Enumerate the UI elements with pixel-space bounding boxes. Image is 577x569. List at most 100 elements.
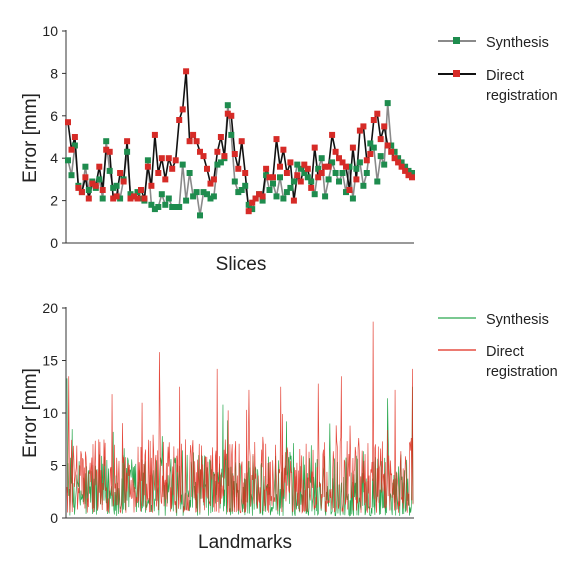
point-direct [179, 106, 186, 113]
top-x-axis-label: Slices [216, 254, 267, 275]
point-synthesis [179, 161, 186, 168]
point-synthesis [193, 189, 200, 196]
point-direct [336, 155, 342, 162]
point-synthesis [336, 178, 342, 185]
point-synthesis [273, 193, 280, 200]
point-direct [131, 193, 137, 200]
point-direct [124, 138, 131, 145]
legend-bottom-direct-label-line1: Direct [486, 344, 524, 360]
point-synthesis [343, 189, 349, 196]
bottom-legend: Synthesis Direct registration [438, 312, 558, 380]
legend-bottom-synthesis-label: Synthesis [486, 312, 549, 328]
point-direct [325, 163, 332, 170]
point-synthesis [204, 191, 210, 198]
point-direct [193, 138, 200, 145]
point-synthesis [165, 195, 172, 202]
point-synthesis [308, 178, 315, 185]
point-synthesis [377, 153, 384, 160]
point-synthesis [370, 144, 377, 151]
top-y-tick-label: 4 [50, 150, 58, 166]
point-synthesis [332, 170, 339, 176]
point-direct [297, 178, 304, 185]
landmarks-chart: Error [mm] Landmarks 0 5 10 15 20 Synthesis … [20, 300, 558, 553]
point-direct [197, 148, 203, 155]
point-synthesis [374, 178, 381, 185]
legend-bottom-direct: Direct registration [438, 344, 558, 380]
point-direct [238, 138, 245, 145]
point-synthesis [158, 191, 165, 198]
point-synthesis [172, 204, 179, 210]
point-direct [395, 159, 402, 166]
point-direct [155, 170, 162, 176]
point-synthesis [224, 102, 231, 109]
point-direct [134, 195, 141, 202]
bottom-series [66, 321, 414, 517]
top-y-tick-label: 0 [50, 235, 58, 251]
point-synthesis [231, 178, 238, 185]
point-synthesis [329, 159, 336, 166]
point-direct [370, 117, 377, 123]
point-synthesis [398, 159, 405, 166]
point-direct [78, 189, 85, 196]
point-direct [360, 123, 367, 130]
point-synthesis [117, 195, 124, 202]
top-y-axis-label: Error [mm] [20, 93, 41, 183]
point-synthesis [280, 195, 287, 202]
point-direct [339, 159, 346, 166]
point-synthesis [144, 157, 151, 164]
point-direct [214, 148, 221, 155]
point-direct [224, 110, 231, 117]
point-direct [308, 184, 315, 191]
point-synthesis [82, 163, 89, 170]
point-direct [117, 170, 124, 176]
point-synthesis [110, 184, 117, 191]
point-synthesis [113, 182, 120, 189]
point-direct [377, 136, 384, 143]
point-synthesis [297, 165, 304, 172]
point-synthesis [363, 170, 370, 176]
point-synthesis [155, 204, 162, 210]
point-synthesis [214, 161, 221, 168]
point-synthesis [304, 174, 311, 181]
point-direct [287, 159, 294, 166]
point-direct [391, 155, 398, 162]
point-direct [235, 165, 242, 172]
point-synthesis [238, 187, 245, 193]
top-y-ticks: 0 2 4 6 8 10 [42, 23, 66, 251]
point-synthesis [360, 182, 367, 189]
point-direct [207, 180, 214, 187]
point-direct [89, 180, 96, 187]
point-direct [318, 170, 325, 176]
point-direct [263, 165, 270, 172]
point-direct [367, 151, 374, 157]
point-direct [186, 138, 193, 145]
point-direct [252, 195, 259, 202]
point-synthesis [402, 163, 409, 170]
point-direct [266, 174, 273, 181]
point-direct [138, 187, 144, 193]
point-direct [228, 112, 235, 119]
point-synthesis [190, 193, 197, 200]
point-synthesis [353, 165, 360, 172]
point-synthesis [99, 195, 106, 202]
point-synthesis [217, 159, 224, 166]
legend-bottom-direct-label-line2: registration [486, 364, 558, 380]
point-direct [245, 208, 252, 215]
point-direct [103, 146, 110, 153]
series-line-direct [67, 70, 413, 212]
point-synthesis [162, 201, 169, 208]
point-synthesis [388, 142, 395, 149]
point-synthesis [106, 167, 113, 174]
point-synthesis [318, 155, 325, 162]
point-direct [151, 131, 158, 138]
point-synthesis [71, 142, 78, 149]
point-direct [92, 182, 99, 189]
bottom-axes [65, 307, 414, 519]
point-direct [113, 193, 120, 200]
point-synthesis [138, 195, 144, 202]
point-direct [148, 182, 155, 189]
bottom-y-ticks: 0 5 10 15 20 [42, 300, 66, 526]
legend-direct-label-line2: registration [486, 88, 558, 104]
point-direct [65, 119, 71, 126]
